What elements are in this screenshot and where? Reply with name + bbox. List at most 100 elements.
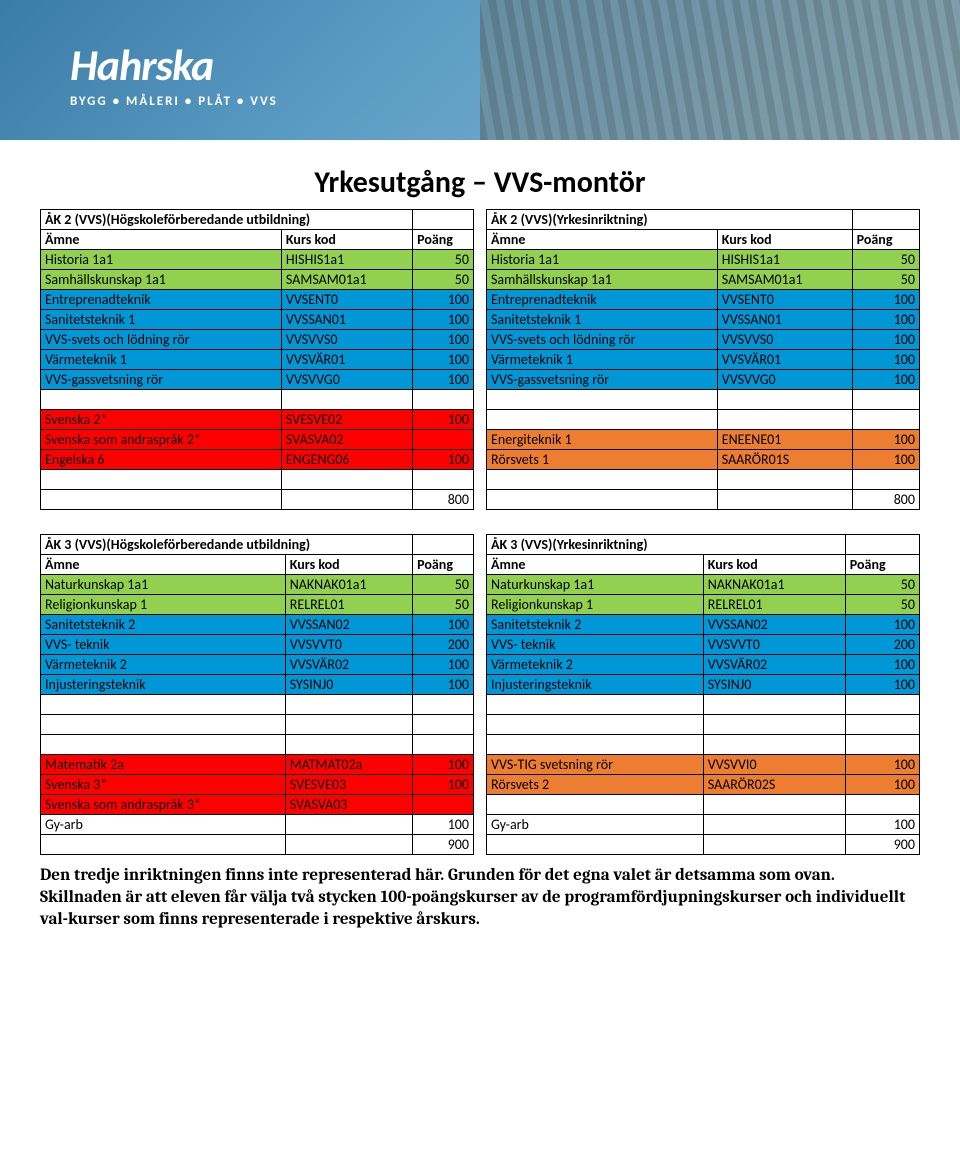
- ak2-row: ÅK 2 (VVS)(Högskoleförberedande utbildni…: [40, 209, 920, 510]
- table-row: Energiteknik 1 ENEENE01 100: [487, 430, 920, 450]
- col-amne: Ämne: [487, 230, 718, 250]
- footnote: Den tredje inriktningen finns inte repre…: [40, 865, 920, 931]
- cell-poang: 50: [413, 270, 474, 290]
- cell-poang: 100: [413, 675, 474, 695]
- banner-sub: BYGG • MÅLERI • PLÅT • VVS: [70, 94, 278, 109]
- cell-kurskod: SAMSAM01a1: [717, 270, 852, 290]
- cell-amne: VVS- teknik: [41, 635, 286, 655]
- cell-poang: 50: [852, 250, 919, 270]
- ak3-left-col: ÅK 3 (VVS)(Högskoleförberedande utbildni…: [40, 534, 474, 855]
- cell: [285, 715, 412, 735]
- cell-amne: Matematik 2a: [41, 755, 286, 775]
- cell-total: 900: [413, 835, 474, 855]
- cell-kurskod: SYSINJ0: [703, 675, 845, 695]
- cell-poang: 100: [852, 310, 919, 330]
- table-row: Svenska 3* SVESVE03 100: [41, 775, 474, 795]
- table-row: Gy-arb 100: [41, 815, 474, 835]
- cell: [281, 490, 412, 510]
- cell: [487, 835, 704, 855]
- cell-amne: Entreprenadteknik: [487, 290, 718, 310]
- cell-poang: 100: [852, 330, 919, 350]
- cell-kurskod: VVSSAN01: [281, 310, 412, 330]
- cell-amne: Värmeteknik 1: [487, 350, 718, 370]
- cell: [285, 735, 412, 755]
- cell-amne: Svenska som andraspråk 2*: [41, 430, 282, 450]
- cell-poang: 100: [413, 350, 474, 370]
- cell-amne: Gy-arb: [487, 815, 704, 835]
- cell: [41, 390, 282, 410]
- table-row: Engelska 6 ENGENG06 100: [41, 450, 474, 470]
- cell-poang: 50: [852, 270, 919, 290]
- cell-kurskod: VVSVVS0: [281, 330, 412, 350]
- col-poang: Poäng: [413, 230, 474, 250]
- cell-poang: 100: [845, 775, 919, 795]
- table-row: Religionkunskap 1 RELREL01 50: [41, 595, 474, 615]
- cell-poang: 200: [845, 635, 919, 655]
- cell-poang: 100: [413, 775, 474, 795]
- table-row: VVS-gassvetsning rör VVSVVG0 100: [41, 370, 474, 390]
- table-ak3-right: ÅK 3 (VVS)(Yrkesinriktning)ÄmneKurs kodP…: [486, 534, 920, 855]
- cell-amne: Samhällskunskap 1a1: [41, 270, 282, 290]
- cell-amne: Historia 1a1: [487, 250, 718, 270]
- cell-kurskod: VVSENT0: [717, 290, 852, 310]
- table-row: Svenska som andraspråk 3* SVASVA03: [41, 795, 474, 815]
- table-row: Värmeteknik 1 VVSVÄR01 100: [41, 350, 474, 370]
- cell-kurskod: VVSVÄR02: [703, 655, 845, 675]
- cell: [41, 470, 282, 490]
- cell-poang: 200: [413, 635, 474, 655]
- col-kurskod: Kurs kod: [703, 555, 845, 575]
- cell-amne: VVS-svets och lödning rör: [41, 330, 282, 350]
- cell-amne: Rörsvets 2: [487, 775, 704, 795]
- banner-text: Hahrska BYGG • MÅLERI • PLÅT • VVS: [70, 38, 278, 109]
- cell-poang: 50: [845, 575, 919, 595]
- table-row: VVS-svets och lödning rör VVSVVS0 100: [41, 330, 474, 350]
- section-title: ÅK 3 (VVS)(Högskoleförberedande utbildni…: [41, 535, 413, 555]
- cell-kurskod: SAARÖR01S: [717, 450, 852, 470]
- cell: [703, 735, 845, 755]
- cell-poang: 100: [845, 815, 919, 835]
- cell-kurskod: SVASVA02: [281, 430, 412, 450]
- cell-amne: Rörsvets 1: [487, 450, 718, 470]
- banner-title: Hahrska: [70, 38, 278, 92]
- cell: [703, 695, 845, 715]
- table-row: Entreprenadteknik VVSENT0 100: [487, 290, 920, 310]
- cell: [285, 695, 412, 715]
- cell-poang: 100: [413, 655, 474, 675]
- cell-kurskod: HISHIS1a1: [717, 250, 852, 270]
- table-row: Sanitetsteknik 1 VVSSAN01 100: [487, 310, 920, 330]
- cell-kurskod: VVSVVS0: [717, 330, 852, 350]
- cell-amne: Sanitetsteknik 1: [41, 310, 282, 330]
- cell-amne: Svenska som andraspråk 3*: [41, 795, 286, 815]
- table-row: Entreprenadteknik VVSENT0 100: [41, 290, 474, 310]
- cell-poang: 100: [413, 290, 474, 310]
- cell-poang: 100: [413, 450, 474, 470]
- cell-poang: 100: [413, 310, 474, 330]
- section-title: ÅK 2 (VVS)(Högskoleförberedande utbildni…: [41, 210, 413, 230]
- cell-amne: Svenska 2*: [41, 410, 282, 430]
- cell-amne: Entreprenadteknik: [41, 290, 282, 310]
- cell: [703, 715, 845, 735]
- table-row: Injusteringsteknik SYSINJ0 100: [41, 675, 474, 695]
- section-title: ÅK 3 (VVS)(Yrkesinriktning): [487, 535, 846, 555]
- cell-kurskod: VVSVVG0: [717, 370, 852, 390]
- table-row: VVS-TIG svetsning rör VVSVVI0 100: [487, 755, 920, 775]
- cell-poang: 50: [413, 595, 474, 615]
- cell: [852, 390, 919, 410]
- cell-poang: 100: [413, 755, 474, 775]
- cell-kurskod: VVSSAN01: [717, 310, 852, 330]
- col-amne: Ämne: [487, 555, 704, 575]
- cell-poang: 100: [413, 615, 474, 635]
- table-ak2-left: ÅK 2 (VVS)(Högskoleförberedande utbildni…: [40, 209, 474, 510]
- cell: [717, 410, 852, 430]
- cell-amne: VVS-TIG svetsning rör: [487, 755, 704, 775]
- table-row: Samhällskunskap 1a1 SAMSAM01a1 50: [487, 270, 920, 290]
- table-row: VVS-gassvetsning rör VVSVVG0 100: [487, 370, 920, 390]
- cell-amne: Värmeteknik 2: [41, 655, 286, 675]
- table-row: Rörsvets 2 SAARÖR02S 100: [487, 775, 920, 795]
- cell-poang: 50: [845, 595, 919, 615]
- cell: [413, 535, 474, 555]
- col-kurskod: Kurs kod: [281, 230, 412, 250]
- cell-amne: Sanitetsteknik 2: [487, 615, 704, 635]
- cell-amne: VVS-svets och lödning rör: [487, 330, 718, 350]
- cell-amne: Sanitetsteknik 2: [41, 615, 286, 635]
